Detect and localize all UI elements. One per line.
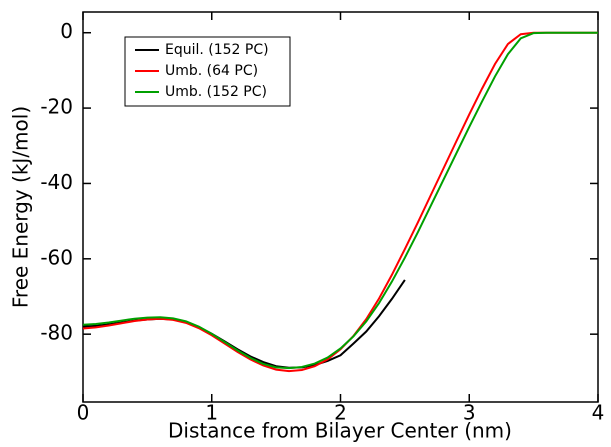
y-tick-label: -20 [40, 95, 73, 119]
y-tick-label: -60 [40, 245, 73, 269]
x-tick-label: 2 [334, 401, 347, 425]
x-tick-label: 4 [592, 401, 605, 425]
y-tick-label: -80 [40, 321, 73, 345]
x-tick-label: 1 [205, 401, 218, 425]
x-tick-label: 3 [463, 401, 476, 425]
legend-label: Umb. (152 PC) [165, 84, 267, 100]
legend-label: Equil. (152 PC) [165, 42, 269, 58]
y-axis-label: Free Energy (kJ/mol) [9, 106, 33, 308]
legend-label: Umb. (64 PC) [165, 63, 258, 79]
legend-box [124, 36, 291, 107]
y-tick-label: 0 [60, 19, 73, 43]
x-axis-label: Distance from Bilayer Center (nm) [168, 419, 512, 443]
y-tick-label: -40 [40, 170, 73, 194]
series-line [82, 31, 598, 370]
x-tick-label: 0 [77, 401, 90, 425]
